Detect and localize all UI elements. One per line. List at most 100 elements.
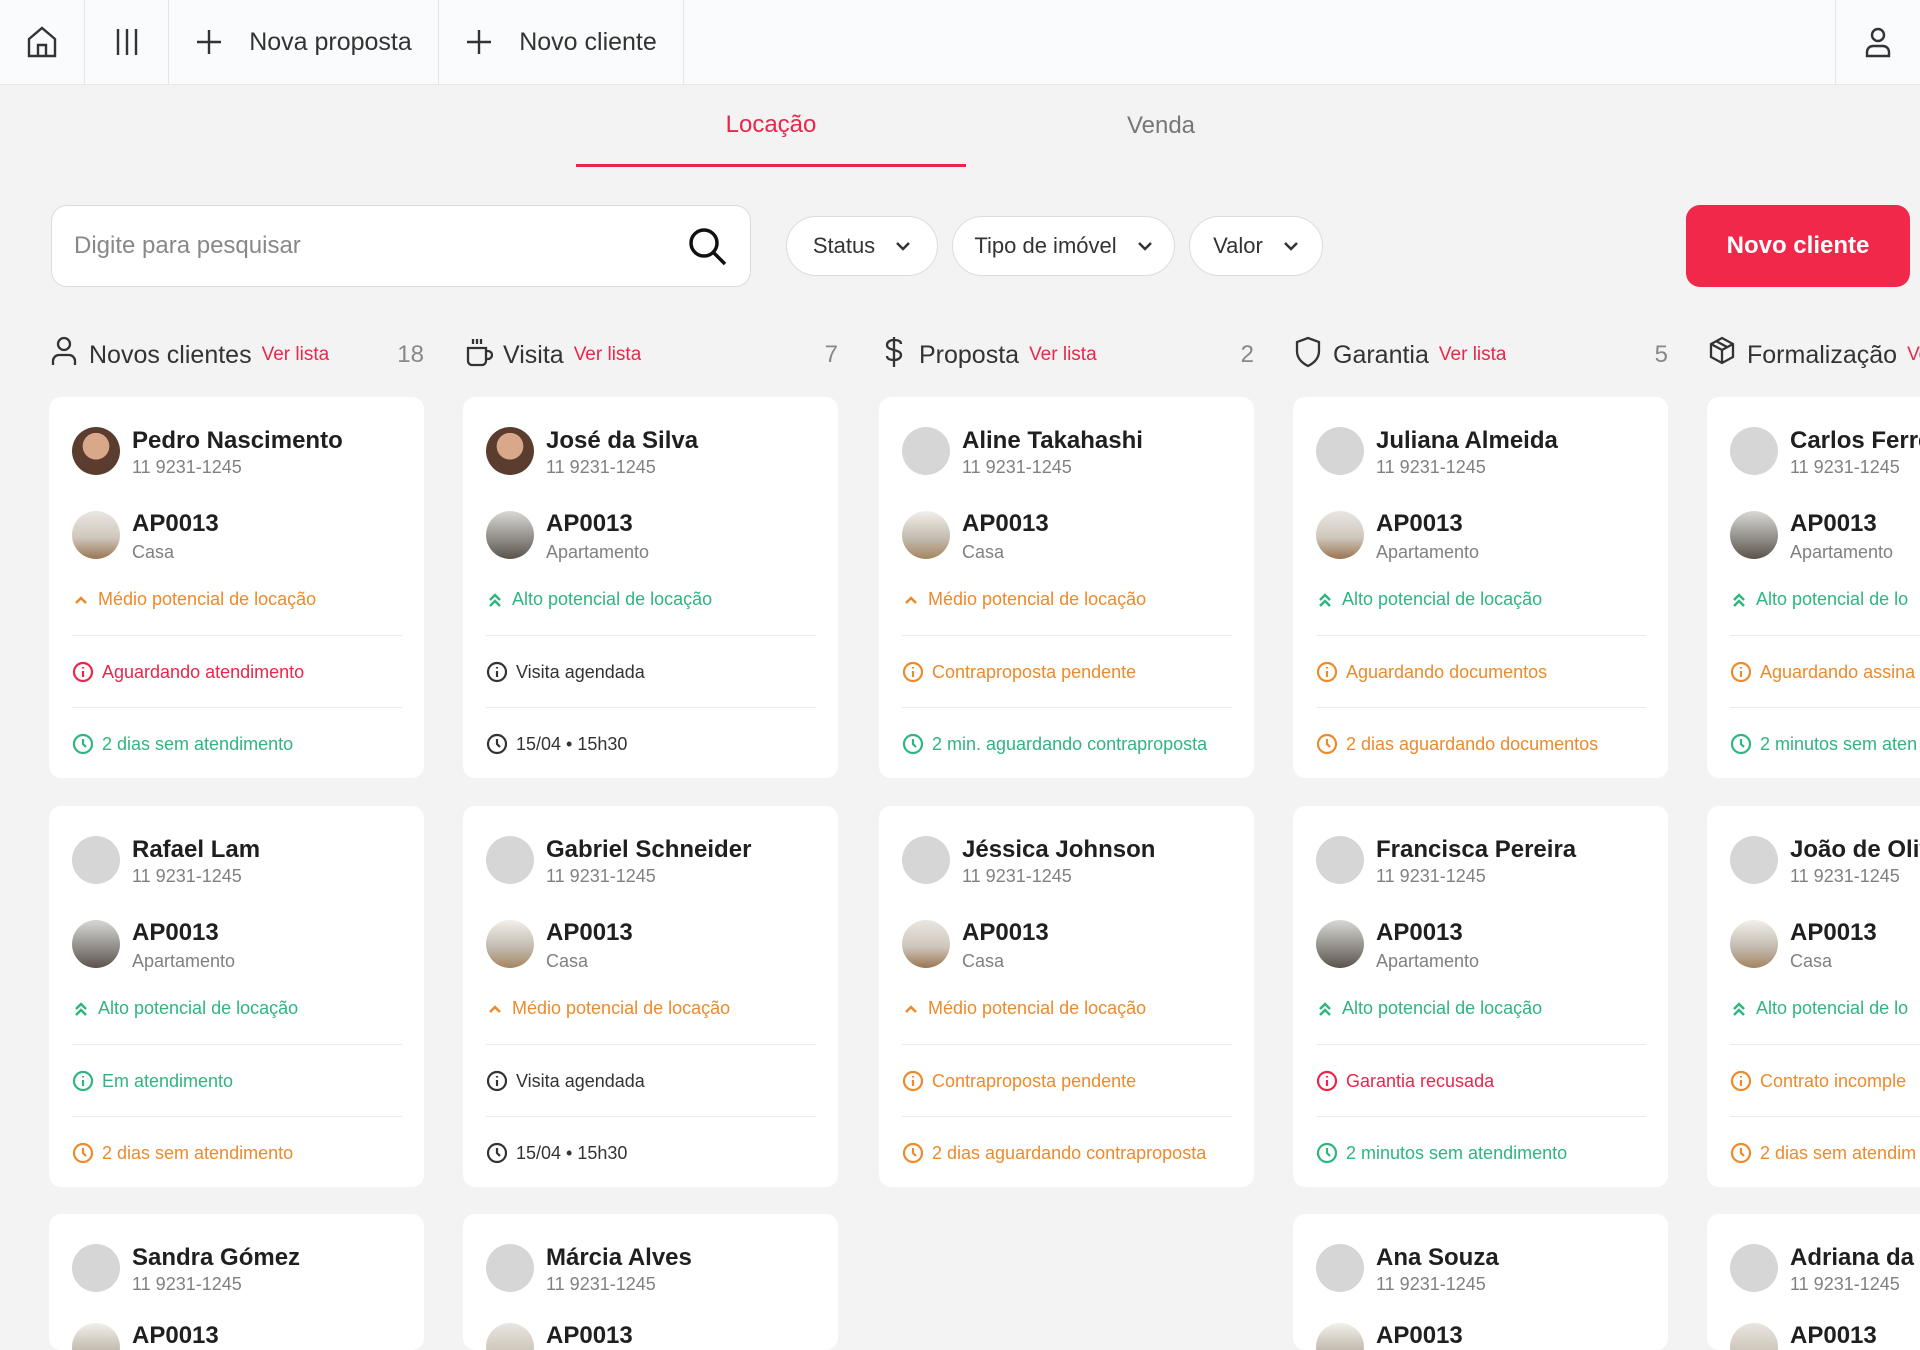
client-card[interactable]: Juliana Almeida 11 9231-1245 AP0013 Apartam… [1293,397,1668,778]
tab-locacao[interactable]: Locação [576,85,966,167]
client-card[interactable]: João de Oliv 11 9231-1245 AP0013 Casa Alto p… [1707,806,1920,1187]
double-chevron-up-icon [1316,1000,1334,1018]
client-card[interactable]: Carlos Ferre 11 9231-1245 AP0013 Apartament… [1707,397,1920,778]
client-name: Francisca Pereira [1376,836,1577,863]
value-filter[interactable]: Valor [1189,216,1323,276]
column-header: Proposta Ver lista 2 [879,330,1254,380]
client-avatar [486,1244,534,1292]
client-phone: 11 9231-1245 [132,866,242,886]
time-indicator: 2 minutos sem atendimento [1316,1142,1668,1164]
info-icon [1316,1070,1338,1092]
client-card[interactable]: Pedro Nascimento 11 9231-1245 AP0013 Casa Mé… [49,397,424,778]
status-label: Aguardando assina [1760,661,1916,682]
client-card[interactable]: Sandra Gómez 11 9231-1245 AP0013 [49,1214,424,1350]
double-chevron-up-icon [1730,1000,1748,1018]
property-thumbnail [72,1323,120,1350]
property-type-filter[interactable]: Tipo de imóvel [952,216,1175,276]
client-name: Rafael Lam [132,836,261,863]
ver-lista-link[interactable]: Ver lista [1029,344,1097,365]
client-card[interactable]: Gabriel Schneider 11 9231-1245 AP0013 Casa M… [463,806,838,1187]
client-phone: 11 9231-1245 [1376,866,1486,886]
client-phone: 11 9231-1245 [132,457,242,477]
client-card[interactable]: Rafael Lam 11 9231-1245 AP0013 Apartamento A… [49,806,424,1187]
property-thumbnail [1316,1323,1364,1350]
status-indicator: Contrato incomple [1730,1070,1920,1092]
double-chevron-up-icon [1316,591,1334,609]
client-card[interactable]: Ana Souza 11 9231-1245 AP0013 [1293,1214,1668,1350]
property-code: AP0013 [962,919,1049,946]
potential-label: Médio potencial de locação [928,998,1147,1018]
status-filter[interactable]: Status [786,216,938,276]
new-client-label: Novo cliente [519,27,657,56]
home-button[interactable] [0,0,85,84]
time-indicator: 2 dias aguardando documentos [1316,733,1668,755]
user-icon [49,335,79,376]
package-icon [1707,335,1737,376]
status-label: Em atendimento [102,1070,234,1091]
info-icon [1316,661,1338,683]
chevron-up-icon [486,1000,504,1018]
potential-label: Alto potencial de lo [1756,589,1909,609]
property-type: Casa [962,951,1005,971]
potential-indicator: Médio potencial de locação [72,589,424,610]
column-header: Visita Ver lista 7 [463,330,838,380]
potential-label: Alto potencial de locação [98,998,299,1018]
property-thumbnail [1730,511,1778,559]
search-input[interactable] [74,232,686,260]
double-chevron-up-icon [72,1000,90,1018]
search-icon[interactable] [686,225,728,267]
new-client-button[interactable]: Novo cliente [1686,205,1910,287]
dollar-icon [879,335,909,376]
divider [902,1116,1232,1117]
client-avatar [72,427,120,475]
ver-lista-link[interactable]: Ver lista [573,344,642,365]
client-card[interactable]: Francisca Pereira 11 9231-1245 AP0013 Apart… [1293,806,1668,1187]
column-title: Proposta [919,340,1020,369]
client-card[interactable]: Márcia Alves 11 9231-1245 AP0013 [463,1214,838,1350]
clock-icon [72,733,94,755]
kanban-column: Visita Ver lista 7 José da Silva 11 9231-124… [463,330,838,1350]
potential-indicator: Alto potencial de locação [1316,589,1668,610]
client-name: Ana Souza [1376,1244,1499,1271]
columns-button[interactable] [85,0,169,84]
client-avatar [72,836,120,884]
client-card[interactable]: Jéssica Johnson 11 9231-1245 AP0013 Casa Méd… [879,806,1254,1187]
status-indicator: Contraproposta pendente [902,1070,1254,1092]
shield-icon [1293,335,1323,376]
time-indicator: 2 minutos sem aten [1730,733,1920,755]
potential-indicator: Alto potencial de locação [1316,998,1668,1019]
ver-lista-link[interactable]: Ver lista [1438,344,1507,365]
status-indicator: Visita agendada [486,1070,838,1092]
kanban-column: Formalização Ver lista Carlos Ferre 11 9231… [1707,330,1920,1350]
potential-indicator: Médio potencial de locação [902,589,1254,610]
client-name: Pedro Nascimento [132,427,343,454]
divider [72,1116,402,1117]
user-button[interactable] [1835,0,1920,84]
time-indicator: 2 dias sem atendimento [72,733,424,755]
property-code: AP0013 [1790,919,1877,946]
client-card[interactable]: Aline Takahashi 11 9231-1245 AP0013 Casa Méd… [879,397,1254,778]
ver-lista-link[interactable]: Ver lista [1907,344,1920,365]
divider [902,707,1232,708]
client-card[interactable]: José da Silva 11 9231-1245 AP0013 Apartamen… [463,397,838,778]
divider [1730,1116,1920,1117]
time-indicator: 2 min. aguardando contraproposta [902,733,1254,755]
chevron-up-icon [902,1000,920,1018]
property-thumbnail [902,920,950,968]
status-indicator: Visita agendada [486,661,838,683]
ver-lista-link[interactable]: Ver lista [261,344,330,365]
client-phone: 11 9231-1245 [1376,457,1486,477]
tab-venda[interactable]: Venda [1126,112,1196,139]
home-icon [27,26,57,58]
client-avatar [1316,1244,1364,1292]
client-card[interactable]: Adriana da C 11 9231-1245 AP0013 [1707,1214,1920,1350]
client-avatar [72,1244,120,1292]
property-thumbnail [1730,1323,1778,1350]
kanban-column: Novos clientes Ver lista 18 Pedro Nasciment… [49,330,424,1350]
potential-indicator: Alto potencial de locação [72,998,424,1019]
potential-label: Médio potencial de locação [928,589,1147,609]
property-type: Apartamento [1376,951,1480,971]
new-proposal-button[interactable]: Nova proposta [169,0,439,84]
potential-indicator: Médio potencial de locação [902,998,1254,1019]
new-client-top-button[interactable]: Novo cliente [439,0,684,84]
